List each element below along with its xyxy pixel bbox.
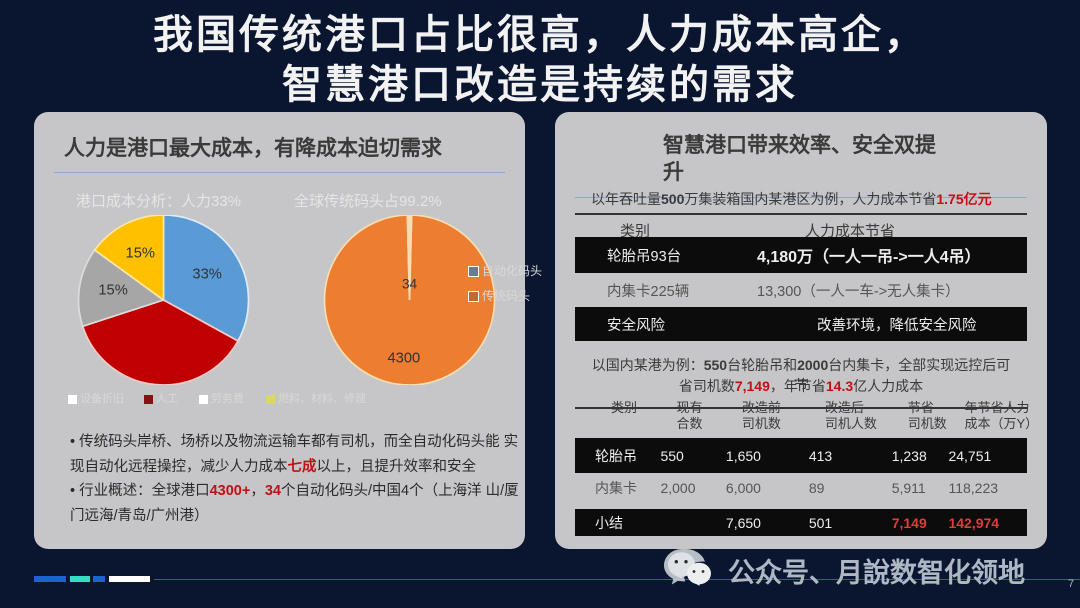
svg-text:7: 7 bbox=[1068, 578, 1074, 590]
svg-text:34: 34 bbox=[402, 277, 418, 292]
svg-text:15%: 15% bbox=[126, 246, 155, 262]
svg-text:公众号、月說数智化领地: 公众号、月說数智化领地 bbox=[728, 557, 1025, 588]
svg-text:15%: 15% bbox=[98, 282, 127, 298]
svg-text:4300: 4300 bbox=[387, 350, 420, 366]
svg-text:33%: 33% bbox=[192, 266, 221, 282]
